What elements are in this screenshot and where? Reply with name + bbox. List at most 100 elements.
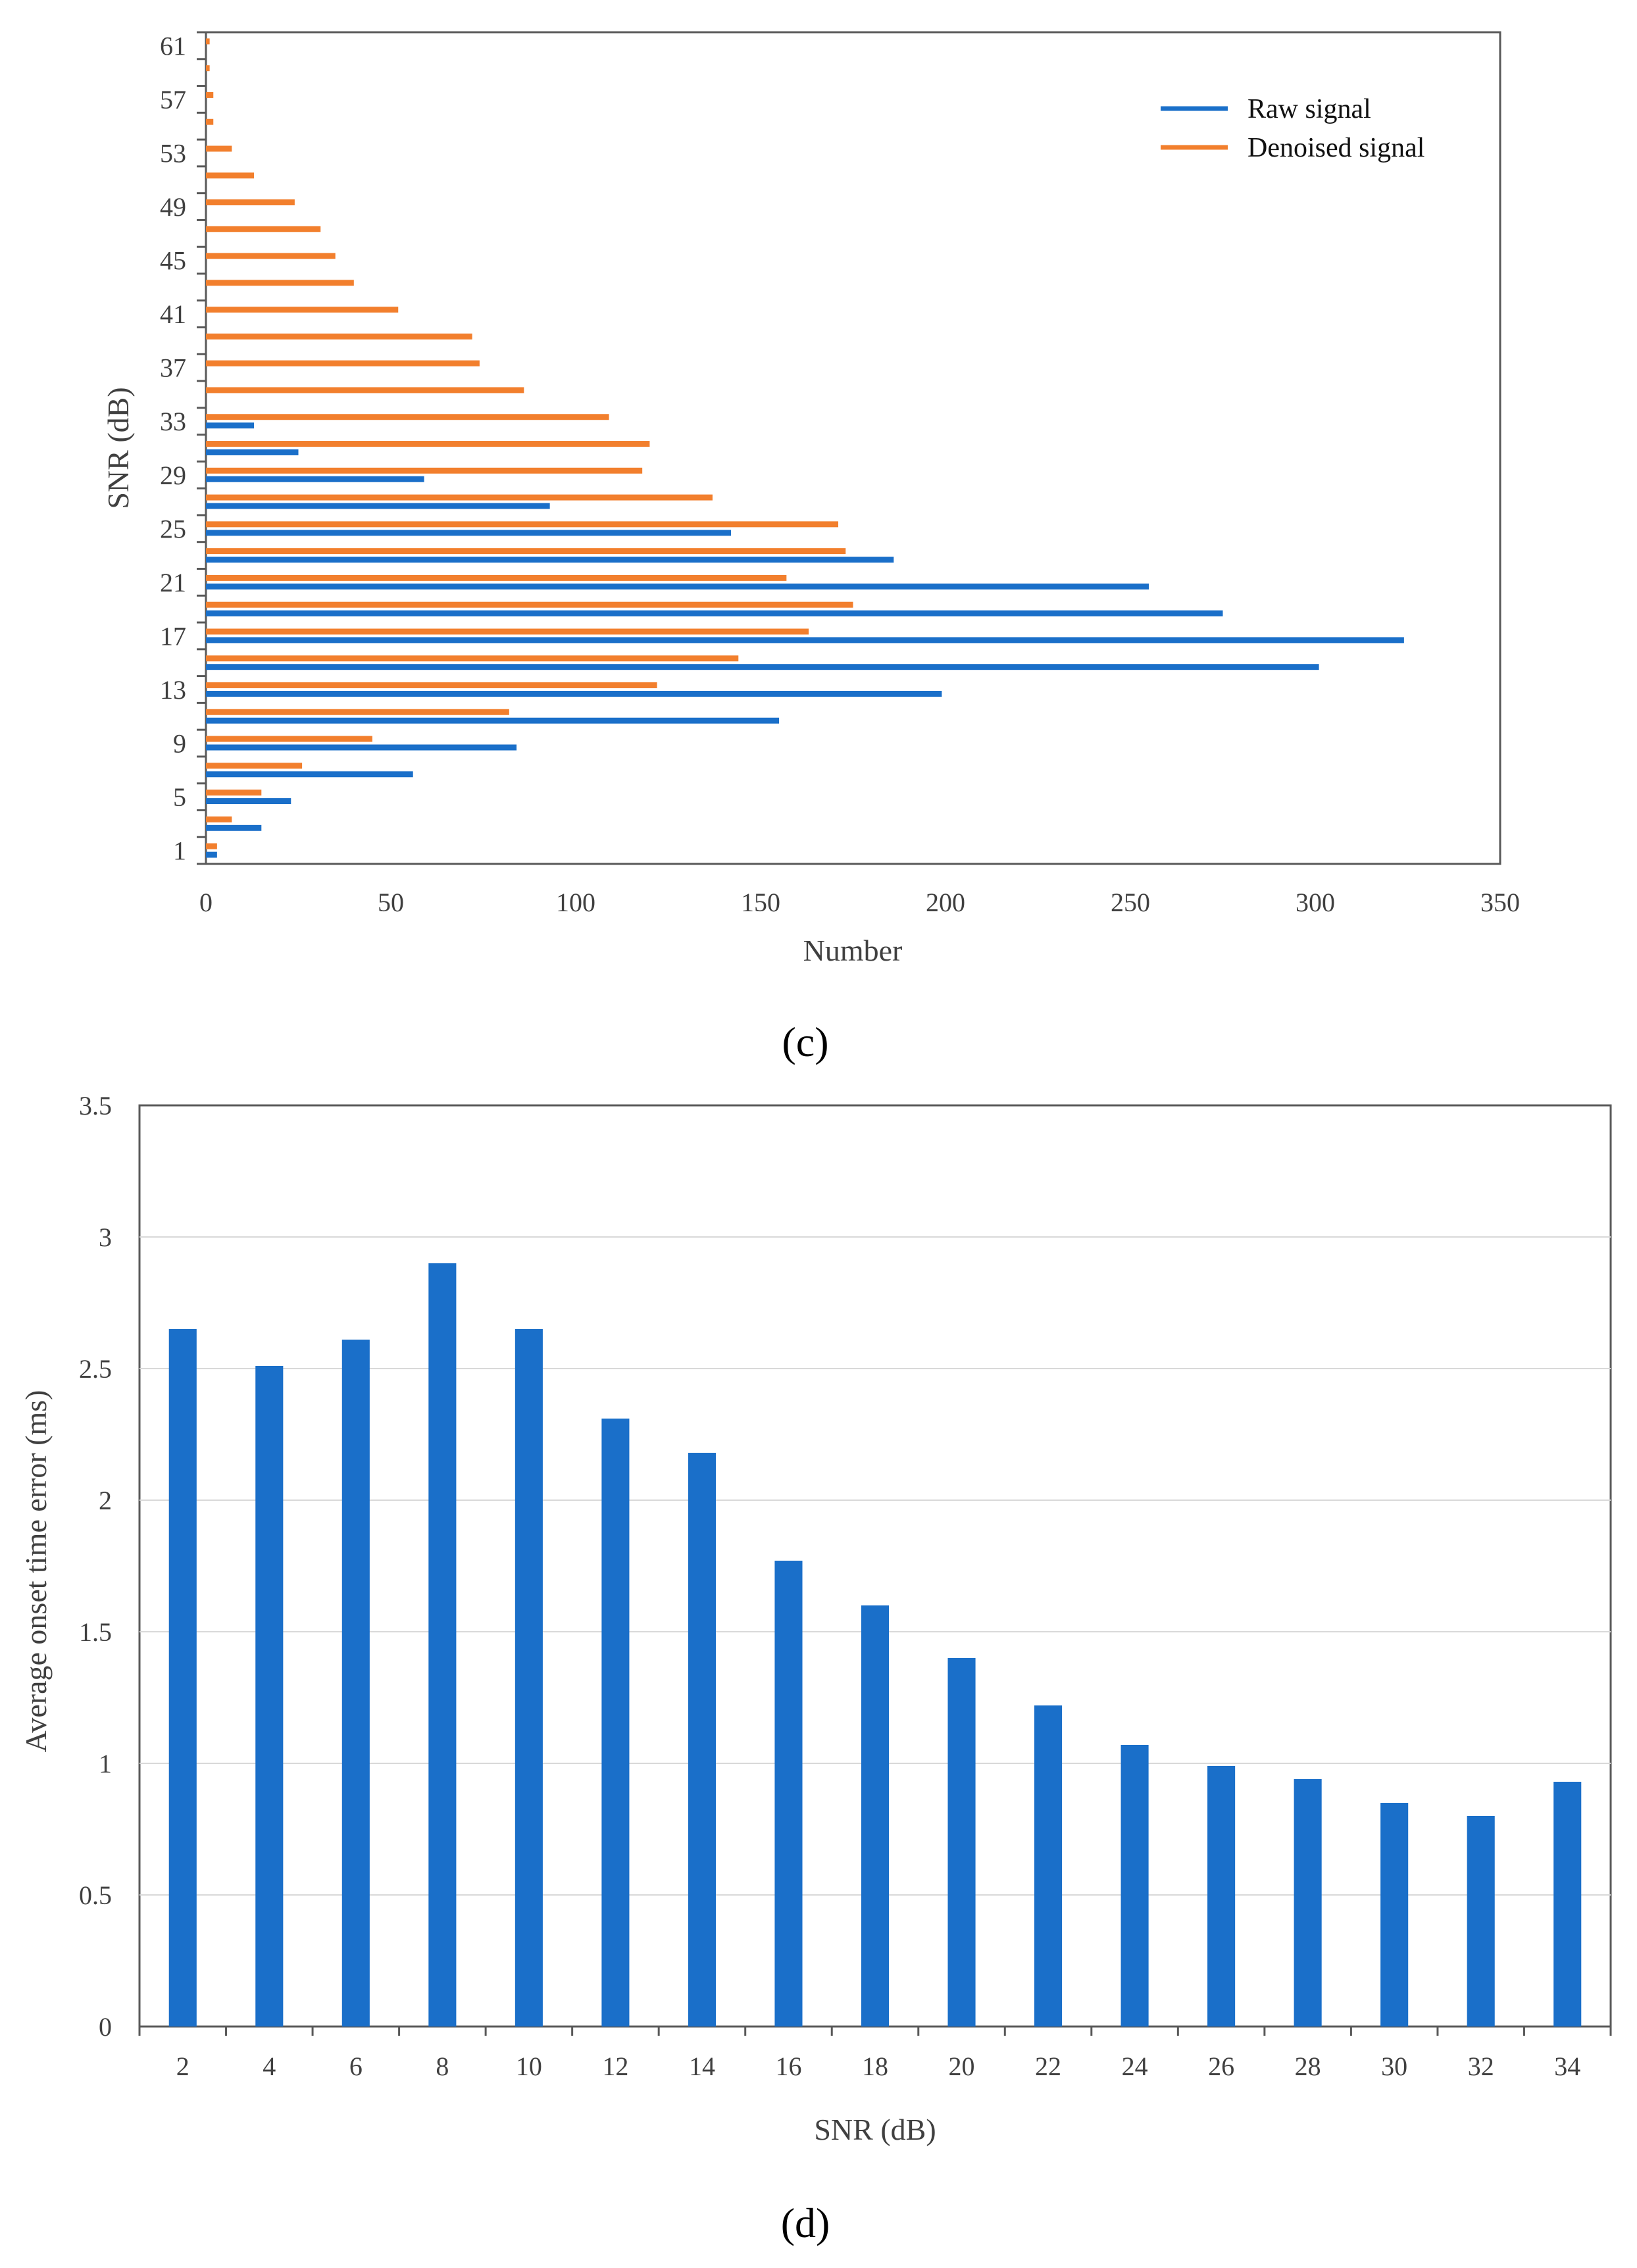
bar-snr-30 <box>1380 1803 1409 2027</box>
bar-denoised-snr-39 <box>206 333 472 340</box>
chart-d-xtick-24: 24 <box>1122 2052 1148 2081</box>
chart-d-ytick-2: 2 <box>99 1486 112 1515</box>
bar-denoised-snr-47 <box>206 226 321 232</box>
bar-raw-snr-25 <box>206 530 732 536</box>
bar-raw-snr-27 <box>206 503 550 509</box>
bar-denoised-snr-27 <box>206 494 713 501</box>
bar-snr-28 <box>1294 1779 1322 2027</box>
chart-c-xtick-350: 350 <box>1480 888 1520 917</box>
chart-d-ytick-3: 3 <box>99 1222 112 1252</box>
bar-denoised-snr-51 <box>206 172 255 179</box>
chart-d-ytick-0.5: 0.5 <box>79 1880 112 1910</box>
bar-denoised-snr-53 <box>206 145 232 152</box>
chart-d-xtick-14: 14 <box>689 2052 715 2081</box>
bar-denoised-snr-43 <box>206 280 354 286</box>
bar-snr-4 <box>255 1366 284 2027</box>
chart-c-ytick-1: 1 <box>173 836 186 866</box>
bar-raw-snr-31 <box>206 449 299 455</box>
bar-denoised-snr-9 <box>206 736 372 742</box>
bar-denoised-snr-11 <box>206 709 509 715</box>
chart-d-ytick-1.5: 1.5 <box>79 1617 112 1647</box>
chart-c-xtick-150: 150 <box>741 888 780 917</box>
chart-c-xtick-0: 0 <box>199 888 213 917</box>
chart-d-xlabel: SNR (dB) <box>814 2113 936 2146</box>
chart-c-xtick-250: 250 <box>1111 888 1150 917</box>
bar-denoised-snr-23 <box>206 548 846 555</box>
chart-c-ytick-5: 5 <box>173 782 186 812</box>
bar-denoised-snr-7 <box>206 763 303 769</box>
chart-d-ytick-3.5: 3.5 <box>79 1091 112 1121</box>
panel-label-d: (d) <box>781 2200 830 2246</box>
bar-raw-snr-1 <box>206 851 217 858</box>
chart-d-ylabel: Average onset time error (ms) <box>19 1390 53 1753</box>
chart-d-xtick-8: 8 <box>436 2052 449 2081</box>
chart-d-xtick-26: 26 <box>1208 2052 1234 2081</box>
chart-c-xlabel: Number <box>803 934 903 967</box>
chart-c-xtick-300: 300 <box>1296 888 1335 917</box>
panel-label-c: (c) <box>782 1019 828 1065</box>
bar-raw-snr-5 <box>206 798 291 805</box>
bar-denoised-snr-3 <box>206 816 232 822</box>
bar-denoised-snr-21 <box>206 574 787 581</box>
bar-snr-16 <box>774 1561 803 2027</box>
chart-d-xtick-6: 6 <box>349 2052 363 2081</box>
chart-c-ytick-13: 13 <box>160 675 186 705</box>
bar-denoised-snr-1 <box>206 843 217 849</box>
bar-denoised-snr-57 <box>206 91 214 98</box>
bar-raw-snr-17 <box>206 637 1404 643</box>
chart-d-xtick-10: 10 <box>516 2052 542 2081</box>
chart-c: 0 50 100 150 200 250 300 350 1 5 9 13 17 21 25 29 33 37 4… <box>101 31 1520 1065</box>
bar-snr-26 <box>1207 1766 1236 2027</box>
chart-c-ytick-61: 61 <box>160 31 186 61</box>
bar-denoised-snr-35 <box>206 387 524 393</box>
chart-c-xtick-100: 100 <box>556 888 595 917</box>
chart-c-ytick-45: 45 <box>160 246 186 276</box>
chart-d-xtick-28: 28 <box>1295 2052 1321 2081</box>
bar-raw-snr-21 <box>206 583 1149 590</box>
bar-denoised-snr-29 <box>206 467 643 474</box>
chart-d-ytick-2.5: 2.5 <box>79 1354 112 1384</box>
bar-denoised-snr-33 <box>206 414 609 420</box>
chart-c-frame <box>205 31 1501 865</box>
bar-raw-snr-7 <box>206 771 413 778</box>
bar-denoised-snr-13 <box>206 682 657 688</box>
chart-d-xtick-16: 16 <box>775 2052 801 2081</box>
bar-denoised-snr-59 <box>206 65 210 72</box>
chart-d-ytick-0: 0 <box>99 2012 112 2042</box>
bar-denoised-snr-17 <box>206 628 809 635</box>
bar-denoised-snr-15 <box>206 655 739 662</box>
bar-denoised-snr-61 <box>206 38 210 45</box>
bar-snr-14 <box>688 1453 716 2027</box>
bar-raw-snr-13 <box>206 690 942 697</box>
bar-snr-6 <box>341 1340 370 2027</box>
bar-raw-snr-15 <box>206 664 1319 670</box>
bar-snr-20 <box>947 1658 976 2027</box>
bar-raw-snr-33 <box>206 422 255 429</box>
chart-d-xtick-12: 12 <box>602 2052 628 2081</box>
bar-raw-snr-3 <box>206 824 262 831</box>
chart-c-ytick-53: 53 <box>160 138 186 168</box>
bar-raw-snr-9 <box>206 744 517 751</box>
chart-c-ytick-25: 25 <box>160 514 186 543</box>
bar-snr-8 <box>428 1263 457 2027</box>
legend-raw-label: Raw signal <box>1247 94 1371 124</box>
chart-c-ylabel: SNR (dB) <box>101 387 135 509</box>
chart-c-ytick-37: 37 <box>160 353 186 383</box>
bar-raw-snr-23 <box>206 557 894 563</box>
chart-c-ytick-41: 41 <box>160 299 186 329</box>
legend-denoised-label: Denoised signal <box>1247 133 1424 163</box>
bar-snr-18 <box>861 1605 890 2027</box>
bar-snr-24 <box>1121 1745 1149 2027</box>
chart-c-ytick-33: 33 <box>160 407 186 436</box>
bar-denoised-snr-31 <box>206 441 650 447</box>
chart-d-xtick-22: 22 <box>1035 2052 1061 2081</box>
bar-denoised-snr-49 <box>206 199 295 206</box>
chart-c-ytick-21: 21 <box>160 568 186 597</box>
chart-c-xtick-50: 50 <box>378 888 404 917</box>
chart-d-xtick-30: 30 <box>1381 2052 1407 2081</box>
chart-c-ytick-9: 9 <box>173 729 186 759</box>
chart-d-xtick-2: 2 <box>176 2052 189 2081</box>
bar-snr-34 <box>1553 1782 1582 2027</box>
chart-c-ytick-49: 49 <box>160 192 186 222</box>
